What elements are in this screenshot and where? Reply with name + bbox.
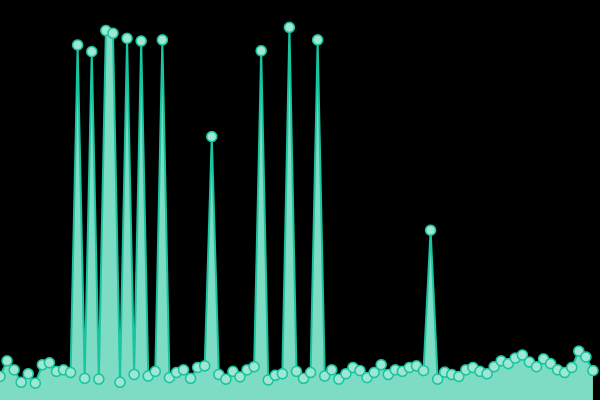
data-point-marker xyxy=(184,372,197,385)
data-point-marker xyxy=(566,361,578,374)
data-point-marker xyxy=(135,35,147,47)
data-point-marker xyxy=(354,364,366,377)
data-point-marker xyxy=(121,32,133,45)
data-point-marker xyxy=(114,376,126,389)
data-point-marker xyxy=(93,373,105,385)
data-point-marker xyxy=(8,364,20,376)
data-point-marker xyxy=(417,364,430,377)
data-point-marker xyxy=(530,360,543,373)
data-point-marker xyxy=(43,357,56,369)
data-point-marker xyxy=(368,366,380,379)
data-point-marker xyxy=(234,371,246,383)
data-point-marker xyxy=(29,377,42,389)
data-point-marker xyxy=(311,34,324,46)
data-point-marker xyxy=(283,21,296,34)
data-point-marker xyxy=(340,367,352,380)
data-point-marker xyxy=(71,39,84,51)
data-point-marker xyxy=(481,367,493,380)
data-point-marker xyxy=(290,365,303,378)
data-point-marker xyxy=(516,349,529,361)
data-point-marker xyxy=(78,372,91,385)
data-point-marker xyxy=(580,351,592,363)
data-point-marker xyxy=(248,360,260,373)
data-point-marker xyxy=(22,367,34,380)
data-point-marker xyxy=(149,365,162,378)
data-point-marker xyxy=(198,360,211,372)
data-point-marker xyxy=(276,367,289,380)
data-point-marker xyxy=(128,368,140,381)
data-point-marker xyxy=(431,373,444,385)
data-point-marker xyxy=(220,373,232,385)
data-point-marker xyxy=(86,45,98,58)
data-point-marker xyxy=(587,364,599,377)
data-point-marker xyxy=(156,34,169,46)
data-point-marker xyxy=(0,370,6,383)
data-point-marker xyxy=(304,366,317,379)
data-point-marker xyxy=(424,224,437,236)
data-point-marker xyxy=(255,45,267,57)
data-point-marker xyxy=(326,364,338,376)
data-point-marker xyxy=(544,357,557,370)
data-point-marker xyxy=(177,364,190,376)
data-point-marker xyxy=(15,376,27,389)
data-point-marker xyxy=(453,370,465,383)
data-point-markers xyxy=(0,21,599,389)
data-point-marker xyxy=(1,355,13,367)
data-point-marker xyxy=(318,370,331,382)
data-point-marker xyxy=(107,27,119,39)
data-point-marker xyxy=(64,366,77,379)
data-point-marker xyxy=(375,359,387,371)
data-point-marker xyxy=(206,130,218,143)
